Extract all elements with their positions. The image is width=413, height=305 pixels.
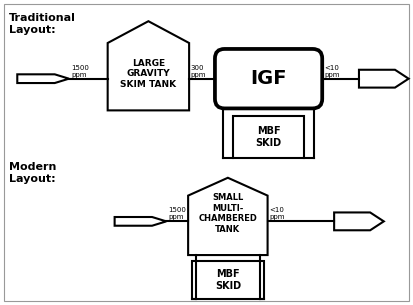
Bar — [233, 116, 304, 158]
Text: 1500
ppm: 1500 ppm — [71, 65, 89, 78]
Text: SMALL
MULTI-
CHAMBERED
TANK: SMALL MULTI- CHAMBERED TANK — [198, 193, 257, 234]
Polygon shape — [115, 217, 166, 226]
Text: 1500
ppm: 1500 ppm — [168, 207, 186, 221]
Polygon shape — [334, 213, 384, 230]
Text: Modern
Layout:: Modern Layout: — [9, 162, 57, 184]
Polygon shape — [108, 21, 189, 110]
Text: 300
ppm: 300 ppm — [190, 65, 206, 78]
Text: IGF: IGF — [250, 69, 287, 88]
Polygon shape — [17, 74, 69, 83]
Text: LARGE
GRAVITY
SKIM TANK: LARGE GRAVITY SKIM TANK — [120, 59, 176, 89]
Text: Traditional
Layout:: Traditional Layout: — [9, 13, 76, 35]
Text: MBF
SKID: MBF SKID — [215, 269, 241, 291]
Text: <10
ppm: <10 ppm — [270, 207, 285, 221]
FancyBboxPatch shape — [215, 49, 322, 108]
Polygon shape — [359, 70, 408, 88]
Bar — [192, 261, 263, 299]
Polygon shape — [188, 178, 268, 255]
Text: MBF
SKID: MBF SKID — [256, 126, 282, 148]
Text: <10
ppm: <10 ppm — [324, 65, 340, 78]
